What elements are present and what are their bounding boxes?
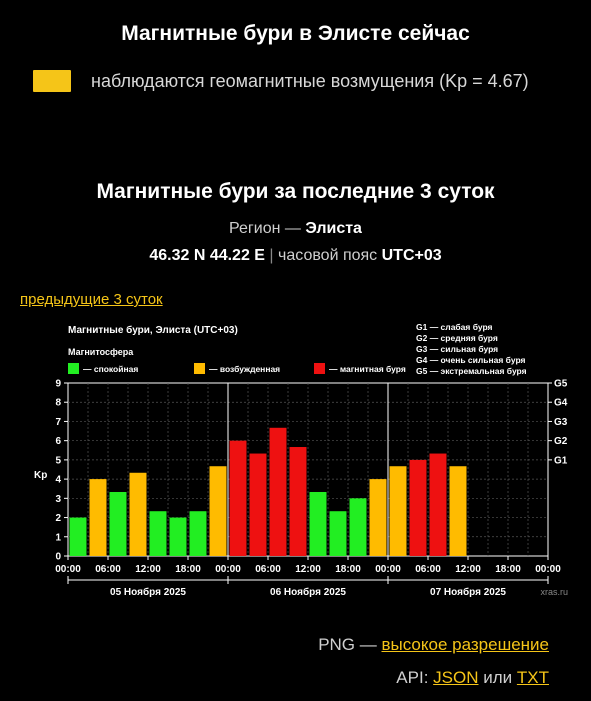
ytick-label: 4 (55, 475, 61, 486)
day-label-0: 05 Ноября 2025 (110, 586, 186, 598)
region-label: Регион — (229, 220, 301, 237)
kp-bar-10 (269, 427, 287, 556)
day-label-2: 07 Ноября 2025 (430, 586, 506, 598)
kp-bar-17 (409, 459, 427, 556)
ytick-label: 8 (55, 398, 61, 409)
xtick-label: 18:00 (175, 564, 201, 575)
legend-swatch-2 (314, 363, 325, 374)
api-json-link[interactable]: JSON (433, 668, 479, 687)
kp-bar-2 (109, 491, 127, 556)
kp-bar-11 (289, 447, 307, 556)
api-line: API: JSON или TXT (396, 668, 549, 688)
kp-bar-7 (209, 466, 227, 556)
gtick-label: G1 (554, 455, 568, 466)
kp-bar-3 (129, 472, 147, 556)
ytick-label: 2 (55, 513, 61, 524)
gtick-label: G5 (554, 379, 568, 390)
gtick-label: G4 (554, 398, 568, 409)
kp-bar-4 (149, 511, 167, 556)
region-line: Регион — Элиста (0, 220, 591, 238)
ytick-label: 6 (55, 436, 61, 447)
png-high-res-link[interactable]: высокое разрешение (381, 635, 549, 654)
legend-label-2: — магнитная буря (329, 364, 406, 374)
region-name: Элиста (305, 220, 362, 237)
coordinates: 46.32 N 44.22 E (149, 247, 265, 264)
ytick-label: 3 (55, 494, 61, 505)
y-axis-label: Kp (34, 470, 47, 481)
section-title: Магнитные бури за последние 3 суток (96, 180, 495, 203)
ytick-label: 1 (55, 532, 61, 543)
kp-bar-1 (89, 479, 107, 556)
xtick-label: 18:00 (495, 564, 521, 575)
kp-bar-5 (169, 517, 187, 556)
api-txt-link[interactable]: TXT (516, 668, 549, 687)
xtick-label: 12:00 (455, 564, 481, 575)
current-status: наблюдаются геомагнитные возмущения (Kp … (33, 68, 529, 94)
legend-label-1: — возбужденная (209, 364, 280, 374)
ytick-label: 0 (55, 552, 61, 563)
xtick-label: 06:00 (255, 564, 281, 575)
g-legend-item-2: G3 — сильная буря (416, 344, 498, 354)
status-text: наблюдаются геомагнитные возмущения (Kp … (91, 70, 529, 91)
ytick-label: 9 (55, 379, 61, 390)
g-legend-item-0: G1 — слабая буря (416, 322, 493, 332)
gtick-label: G2 (554, 436, 568, 447)
day-label-1: 06 Ноября 2025 (270, 586, 346, 598)
kp-bar-12 (309, 491, 327, 556)
legend-label-0: — спокойная (83, 364, 138, 374)
kp-bar-15 (369, 479, 387, 556)
api-or-label: или (483, 668, 513, 687)
kp-bar-19 (449, 466, 467, 556)
xtick-label: 06:00 (95, 564, 121, 575)
png-label: PNG — (318, 635, 377, 654)
status-color-swatch (33, 70, 71, 92)
kp-bar-14 (349, 498, 367, 556)
legend-swatch-1 (194, 363, 205, 374)
xtick-label: 12:00 (135, 564, 161, 575)
kp-bar-6 (189, 511, 207, 556)
ytick-label: 7 (55, 417, 61, 428)
api-label: API: (396, 668, 429, 687)
coords-line: 46.32 N 44.22 E | часовой пояс UTC+03 (149, 247, 442, 264)
previous-3-days-link[interactable]: предыдущие 3 суток (20, 291, 163, 308)
chart-title: Магнитные бури, Элиста (UTC+03) (68, 324, 238, 336)
gtick-label: G3 (554, 417, 568, 428)
xtick-label: 00:00 (375, 564, 401, 575)
kp-bar-0 (69, 517, 87, 556)
g-legend-item-1: G2 — средняя буря (416, 333, 498, 343)
xtick-label: 06:00 (415, 564, 441, 575)
g-legend-item-3: G4 — очень сильная буря (416, 355, 526, 365)
xtick-label: 00:00 (55, 564, 81, 575)
kp-bar-8 (229, 440, 247, 556)
page-title: Магнитные бури в Элисте сейчас (121, 22, 470, 45)
xtick-label: 18:00 (335, 564, 361, 575)
kp-bar-18 (429, 453, 447, 556)
kp-bar-9 (249, 453, 267, 556)
xtick-label: 00:00 (215, 564, 241, 575)
kp-chart: Магнитные бури, Элиста (UTC+03) Магнитосф… (20, 313, 577, 613)
xtick-label: 12:00 (295, 564, 321, 575)
kp-bar-13 (329, 511, 347, 556)
timezone-value: UTC+03 (381, 247, 442, 264)
timezone-label: часовой пояс (278, 247, 378, 264)
g-legend-item-4: G5 — экстремальная буря (416, 366, 527, 376)
legend-swatch-0 (68, 363, 79, 374)
watermark: xras.ru (540, 587, 568, 597)
xtick-label: 00:00 (535, 564, 561, 575)
png-line: PNG — высокое разрешение (318, 635, 549, 655)
kp-bar-16 (389, 466, 407, 556)
ytick-label: 5 (55, 455, 61, 466)
legend-title: Магнитосфера (68, 347, 134, 357)
